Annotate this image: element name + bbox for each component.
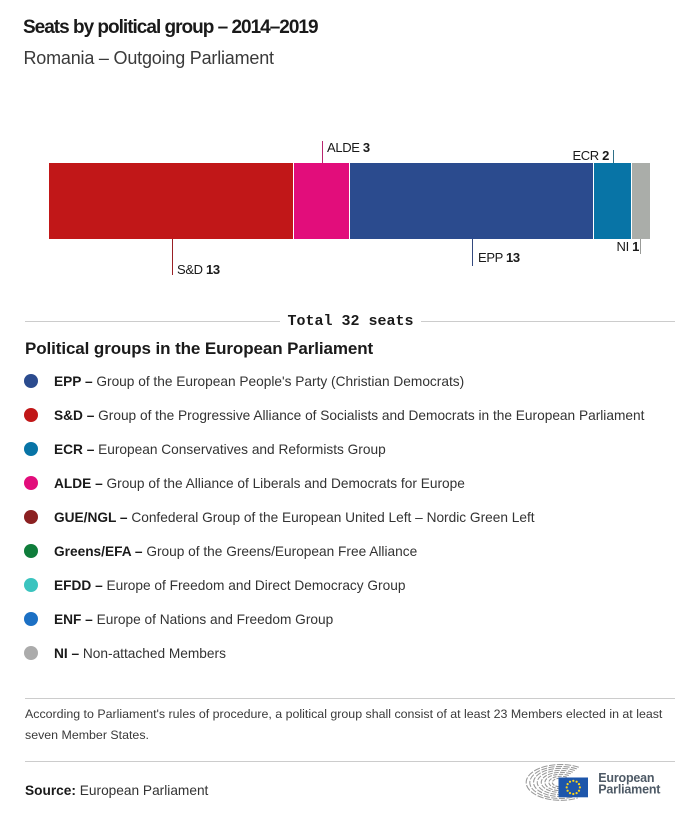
svg-text:Parliament: Parliament — [598, 782, 661, 796]
svg-text:European: European — [598, 771, 654, 785]
